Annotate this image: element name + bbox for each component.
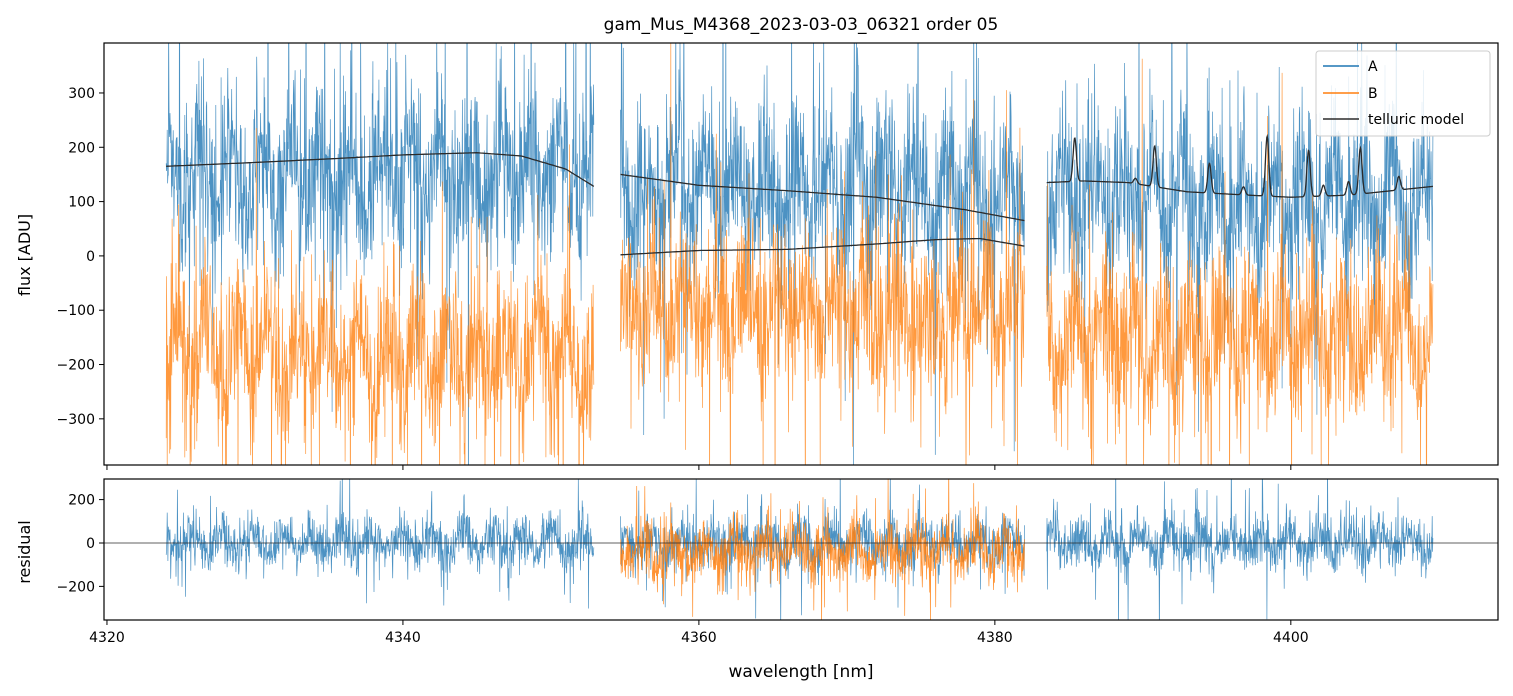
x-axis-label: wavelength [nm]: [728, 662, 873, 682]
series-b-segment-1: [165, 127, 595, 465]
residual-ytick-label: 0: [86, 536, 95, 552]
telluric-model-segment-3: [1046, 133, 1433, 198]
legend-label-a: A: [1368, 59, 1378, 75]
chart-title: gam_Mus_M4368_2023-03-03_06321 order 05: [604, 15, 999, 35]
y-axis-label-flux: flux [ADU]: [15, 214, 34, 296]
flux-ytick-label: −300: [57, 412, 95, 428]
residual-xtick-label: 4400: [1273, 630, 1309, 646]
legend-box: [1315, 50, 1491, 137]
series-b-segment-2: [620, 43, 1025, 465]
legend: A B telluric model: [1315, 50, 1491, 137]
telluric-model-segment-2-upper: [620, 173, 1025, 222]
residual-a-segment-3: [1046, 479, 1434, 620]
series-b-segment-3: [1046, 58, 1434, 465]
residual-ytick-label: 200: [68, 493, 95, 509]
legend-label-b: B: [1368, 86, 1378, 102]
flux-axes-frame: [103, 42, 1499, 466]
y-axis-label-residual: residual: [15, 520, 34, 583]
series-a-segment-1: [165, 43, 595, 465]
flux-ytick-label: −200: [57, 358, 95, 374]
legend-label-telluric: telluric model: [1368, 112, 1464, 128]
residual-axes-frame: [103, 478, 1499, 621]
residual-a-segment-1: [165, 479, 595, 609]
flux-ytick-label: 200: [68, 140, 95, 156]
flux-ytick-label: 0: [86, 249, 95, 265]
flux-ytick-label: 100: [68, 195, 95, 211]
flux-axes: −300 −200 −100 0 100 200 300 flux [ADU]: [15, 42, 1499, 470]
flux-ytick-label: −100: [57, 303, 95, 319]
telluric-model-segment-1: [166, 152, 595, 187]
residual-xtick-label: 4320: [89, 630, 125, 646]
series-a-segment-3: [1046, 43, 1434, 432]
residual-xtick-label: 4380: [977, 630, 1013, 646]
telluric-model-segment-2-lower: [620, 237, 1025, 256]
flux-ytick-label: 300: [68, 86, 95, 102]
residual-b-segment-1: [620, 479, 1025, 620]
residual-xtick-label: 4360: [681, 630, 717, 646]
series-a-segment-2: [620, 43, 1025, 465]
residual-ytick-label: −200: [57, 579, 95, 595]
residual-xtick-label: 4340: [385, 630, 421, 646]
residual-axes: −200 0 200 4320 4340 4360 4380 4400 residual w…: [15, 478, 1499, 682]
